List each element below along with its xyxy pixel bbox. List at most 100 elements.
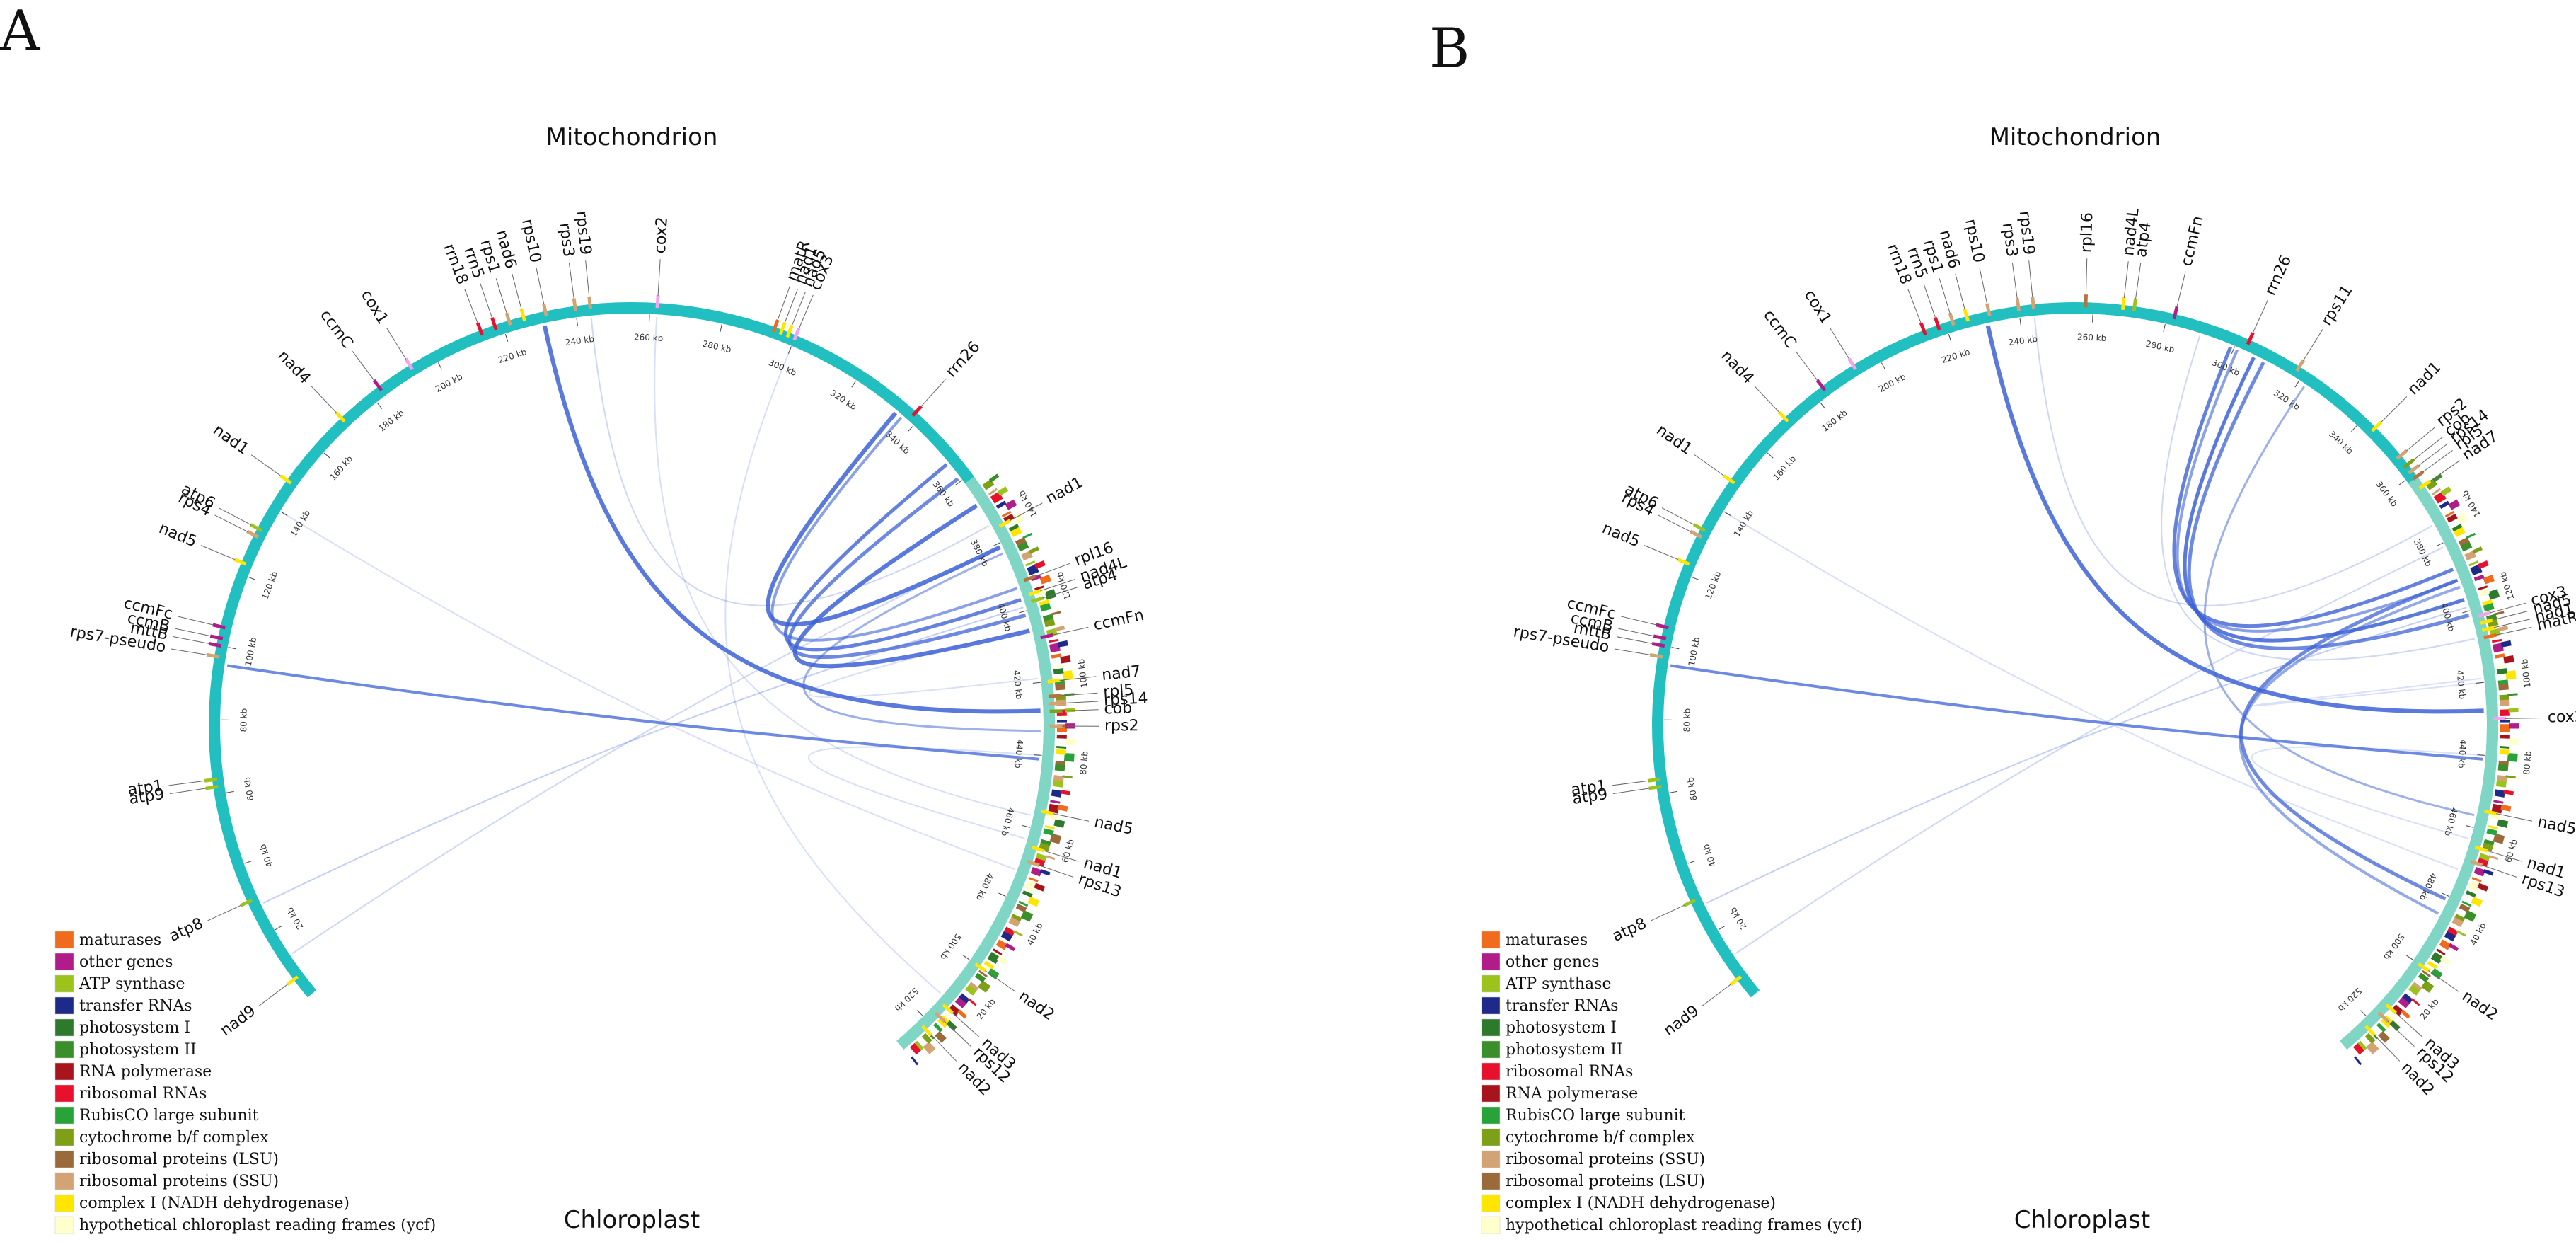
mito-gene-block: [1851, 363, 1854, 365]
legend-swatch: [1482, 1173, 1500, 1190]
tick-mark: [1692, 577, 1699, 580]
legend-swatch: [55, 1085, 74, 1102]
cp-gene-block: [1049, 827, 1050, 829]
cp-gene-block: [983, 973, 984, 974]
gene-leader: [799, 295, 813, 329]
cp-gene-block: [2468, 912, 2472, 920]
legend-swatch: [1482, 1019, 1500, 1036]
gene-label: nad5: [156, 519, 200, 551]
gene-leader: [178, 616, 214, 625]
tick-mark: [1670, 791, 1677, 793]
homology-link: [282, 513, 1015, 870]
legend-label: ATP synthase: [1505, 975, 1611, 993]
cp-gene-block: [1008, 929, 1010, 933]
mito-gene-block: [2490, 811, 2491, 815]
cp-gene-block: [1032, 899, 1035, 905]
cp-gene-block: [993, 476, 995, 479]
mito-gene-block: [2376, 425, 2378, 427]
gene-leader: [986, 971, 1016, 992]
cp-gene-block: [2460, 515, 2464, 522]
cp-gene-block: [948, 1016, 949, 1017]
mito-gene-block: [1053, 679, 1054, 683]
tick-label: 320 kb: [828, 388, 858, 412]
tick-mark: [245, 861, 252, 863]
mito-gene-block: [211, 778, 212, 782]
mito-gene-block: [376, 384, 379, 386]
mito-gene-block: [507, 318, 510, 319]
cp-gene-block: [1015, 529, 1017, 535]
cp-gene-block: [1026, 553, 1029, 559]
cp-gene-block: [2440, 951, 2442, 953]
cp-gene-block: [2456, 919, 2459, 925]
tick-label: 400 kb: [995, 602, 1013, 633]
tick-label: 360 kb: [2374, 479, 2400, 509]
cp-gene-block: [2483, 590, 2485, 595]
legend-swatch: [55, 931, 74, 948]
cp-gene-block: [971, 1001, 973, 1003]
cp-gene-block: [2478, 576, 2480, 580]
gene-leader: [171, 649, 207, 655]
tick-mark: [998, 893, 1005, 897]
homology-link: [1735, 547, 2443, 953]
cp-gene-block: [2484, 855, 2485, 860]
legend-swatch: [1482, 1063, 1500, 1080]
mito-gene-block: [2476, 862, 2478, 866]
legend-label: RNA polymerase: [1506, 1085, 1638, 1103]
cp-gene-block: [1041, 855, 1042, 860]
legend-swatch: [55, 1107, 74, 1124]
tick-mark: [2399, 481, 2405, 485]
tick-mark: [2466, 825, 2473, 827]
cp-gene-block: [913, 1047, 918, 1051]
homology-link: [1706, 607, 2466, 903]
cp-gene-block: [2432, 963, 2434, 966]
gene-leader: [465, 289, 478, 324]
mito-gene-block: [925, 1030, 928, 1032]
legend-label: transfer RNAs: [79, 997, 192, 1015]
tick-mark: [226, 791, 234, 793]
tick-label: 80 kb: [238, 708, 248, 732]
tick-label: 260 kb: [2077, 332, 2107, 343]
panel-b-label: B: [1429, 17, 1469, 81]
legend-label: RNA polymerase: [79, 1063, 212, 1081]
tick-label: 20 kb: [285, 906, 306, 931]
mito-gene-block: [521, 314, 525, 315]
cp-gene-block: [2453, 945, 2455, 949]
cp-gene-block: [2502, 627, 2503, 631]
cp-gene-block: [2508, 656, 2509, 662]
tick-label: 440 kb: [2456, 739, 2468, 769]
tick-label: 100 kb: [1687, 636, 1702, 667]
gene-leader: [259, 984, 289, 1006]
cp-gene-block: [1060, 684, 1061, 690]
tick-label: 40 kb: [1025, 921, 1045, 947]
tick-label: 80 kb: [1078, 751, 1090, 776]
tick-mark: [2020, 318, 2021, 326]
cp-gene-block: [1013, 919, 1016, 925]
gene-leader: [2303, 329, 2323, 360]
mito-gene-block: [1658, 643, 1659, 647]
gene-leader: [2029, 260, 2033, 297]
mito-gene-block: [2401, 453, 2403, 456]
cp-gene-block: [2444, 503, 2446, 506]
cp-gene-block: [926, 1045, 932, 1051]
cp-gene-block: [1053, 805, 1054, 812]
tick-mark: [1719, 926, 1726, 929]
mito-gene-block: [1950, 318, 1953, 319]
legend-swatch: [55, 1129, 74, 1146]
cp-gene-block: [2508, 790, 2509, 794]
mito-gene-block: [2299, 364, 2301, 367]
cp-gene-block: [2475, 566, 2478, 574]
gene-label: nad5: [1092, 813, 1134, 839]
gene-leader: [2388, 1021, 2415, 1047]
mito-gene-block: [1034, 591, 1036, 594]
legend-label: ribosomal proteins (LSU): [1506, 1173, 1705, 1190]
cp-gene-block: [969, 987, 974, 992]
mito-gene-block: [339, 415, 342, 418]
gene-label: cox1: [1801, 287, 1835, 327]
mito-gene-block: [239, 560, 241, 564]
tick-label: 340 kb: [2327, 429, 2355, 456]
mito-gene-block: [1735, 979, 1737, 982]
legend-label: photosystem II: [1506, 1041, 1623, 1059]
cp-gene-block: [2456, 526, 2458, 529]
tick-label: 20 kb: [1728, 906, 1749, 931]
